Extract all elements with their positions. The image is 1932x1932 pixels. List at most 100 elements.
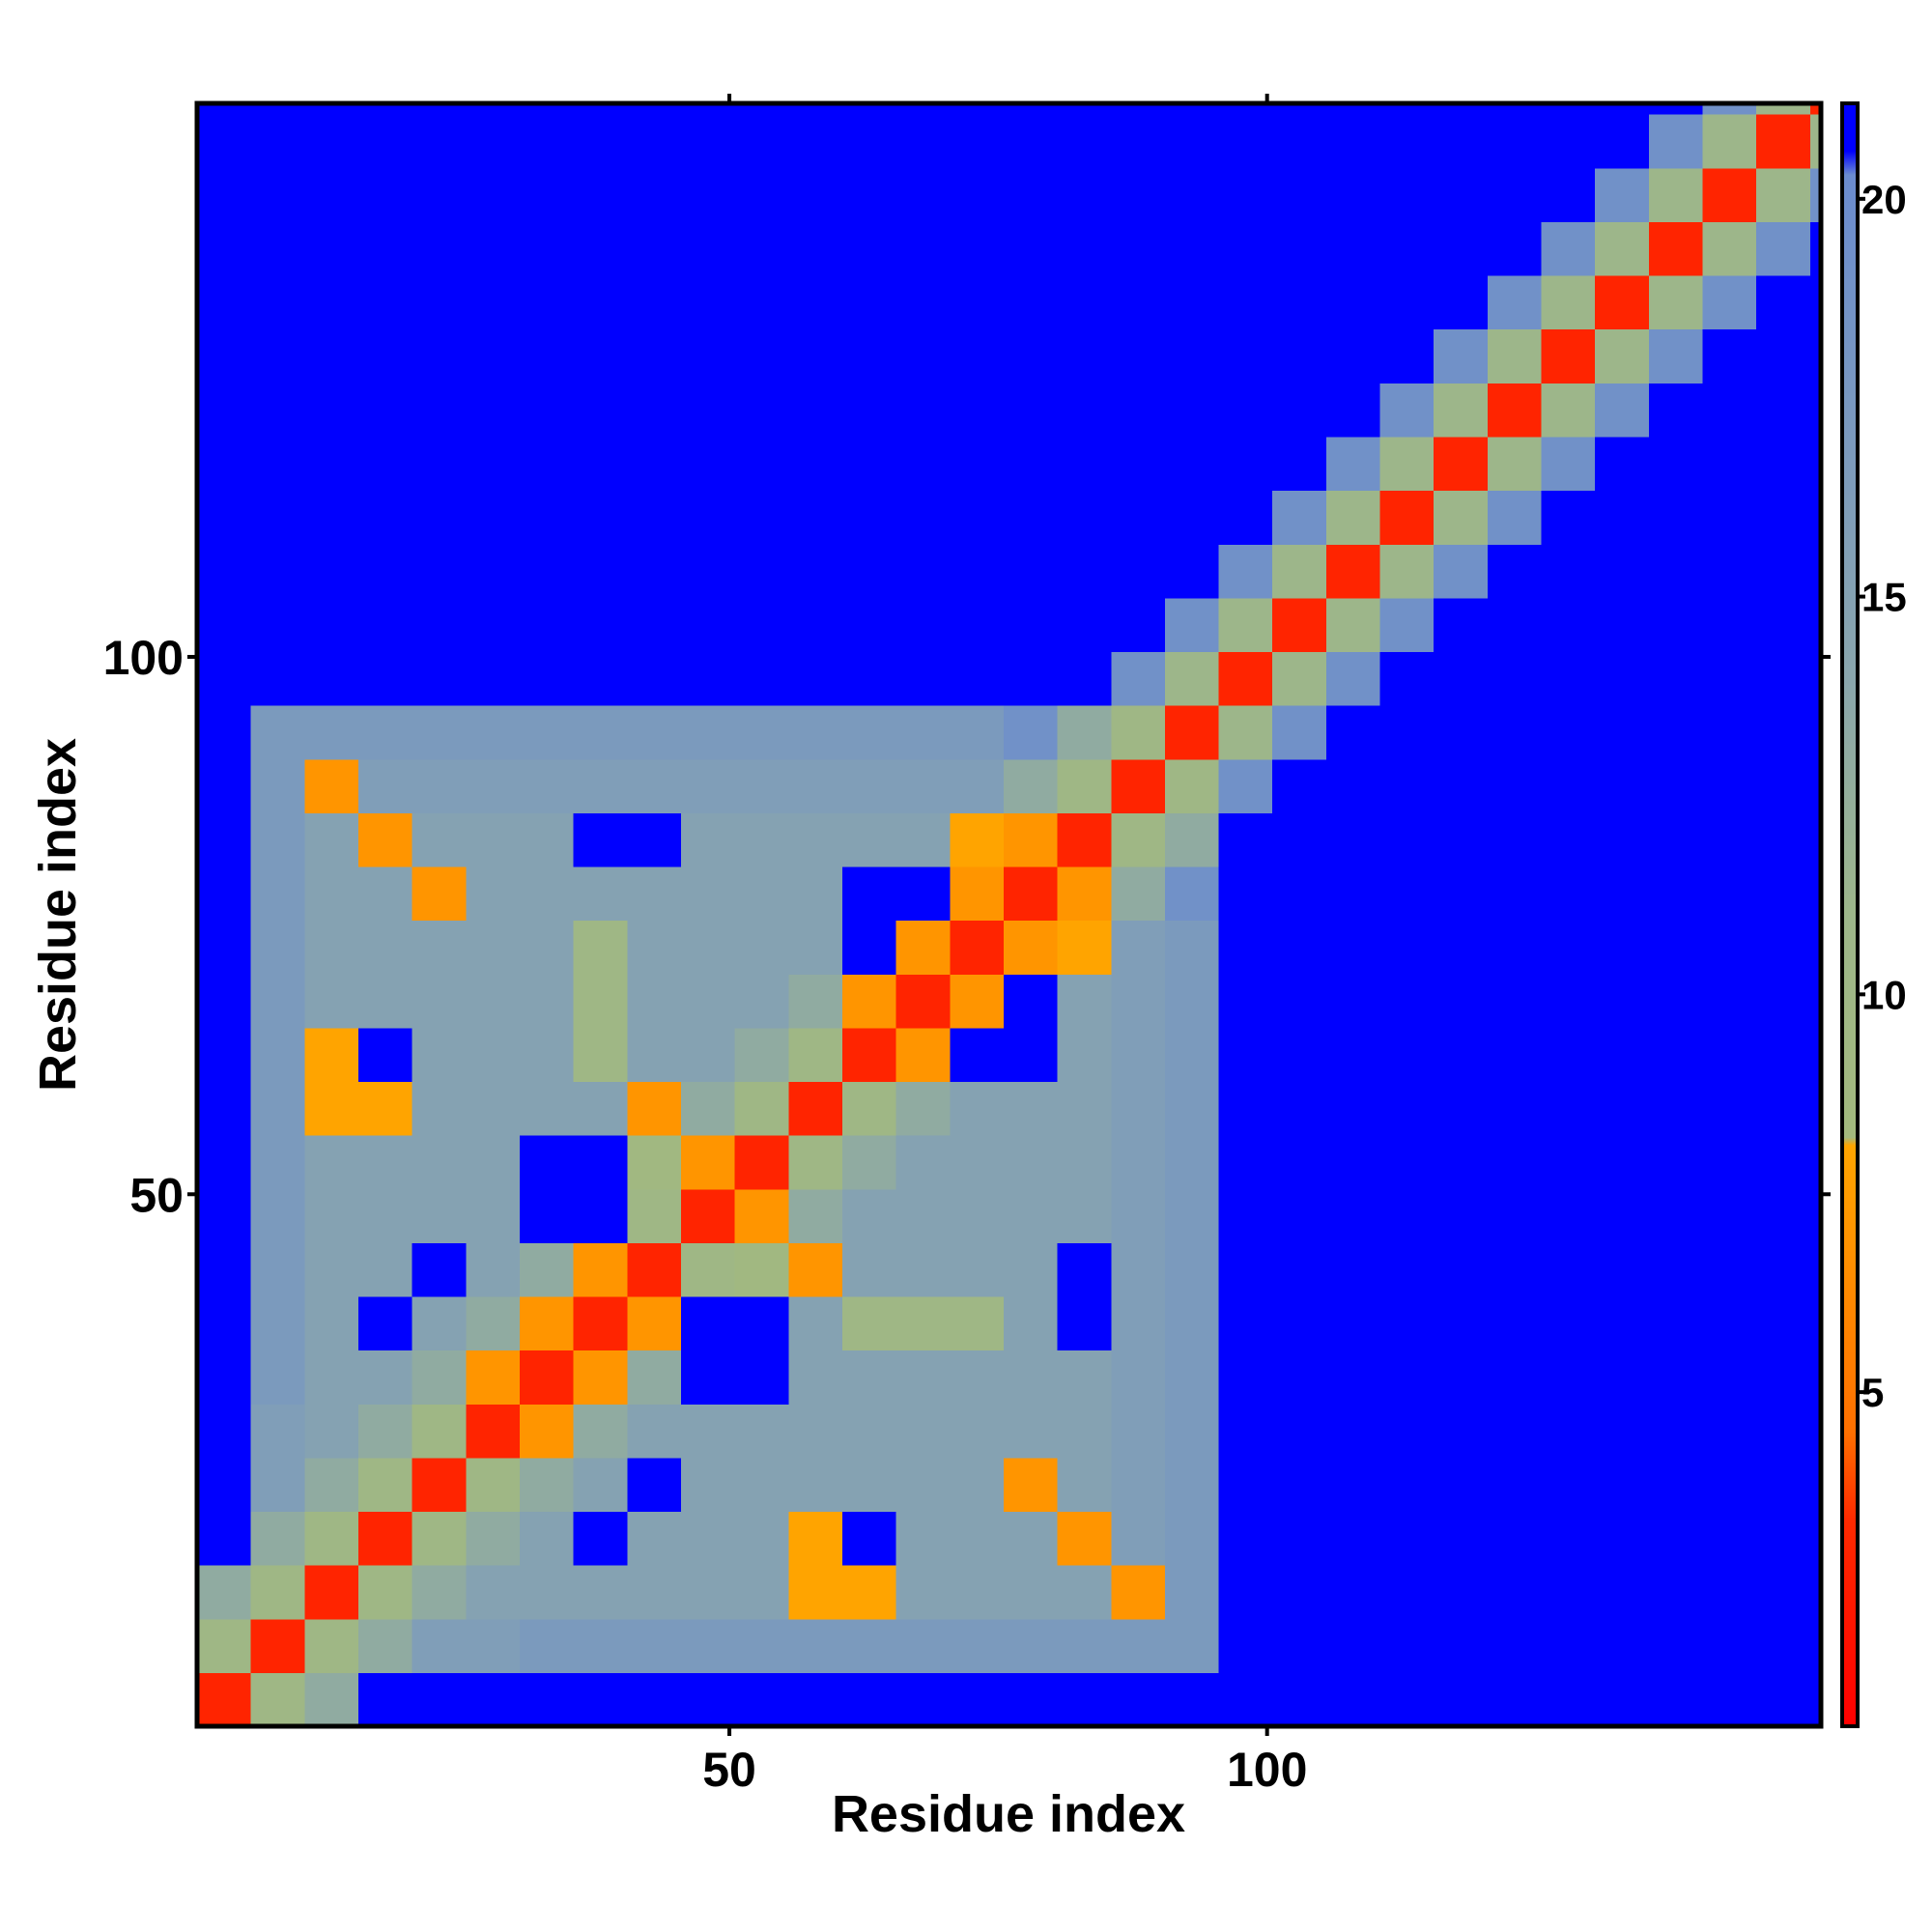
heatmap-cell: [412, 167, 467, 222]
heatmap-cell: [357, 544, 413, 599]
heatmap-cell: [197, 221, 252, 276]
heatmap-cell: [1057, 103, 1112, 115]
colorbar: [1840, 101, 1860, 1728]
heatmap-cell: [680, 167, 736, 222]
heatmap-cell: [250, 1135, 305, 1190]
x-axis-label: Residue index: [832, 1785, 1185, 1843]
heatmap-cell: [788, 1027, 843, 1083]
heatmap-cell: [573, 1672, 628, 1727]
heatmap-cell: [788, 1618, 843, 1673]
heatmap-cell: [627, 544, 682, 599]
heatmap-cell: [1809, 866, 1822, 922]
heatmap-cell: [1325, 1672, 1381, 1727]
heatmap-cell: [1595, 866, 1650, 922]
heatmap-cell: [1487, 920, 1543, 975]
heatmap-cell: [412, 974, 467, 1029]
heatmap-cell: [197, 544, 252, 599]
heatmap-cell: [1057, 651, 1112, 706]
heatmap-cell: [1487, 705, 1543, 760]
heatmap-cell: [250, 866, 305, 922]
heatmap-cell: [1379, 490, 1435, 545]
heatmap-cell: [1057, 1188, 1112, 1243]
heatmap-cell: [950, 1565, 1005, 1620]
heatmap-cell: [1487, 1404, 1543, 1459]
heatmap-cell: [841, 114, 897, 169]
heatmap-cell: [412, 1672, 467, 1727]
heatmap-cell: [466, 1135, 521, 1190]
heatmap-cell: [197, 812, 252, 867]
heatmap-cell: [1111, 1618, 1166, 1673]
heatmap-cell: [788, 1350, 843, 1405]
heatmap-cell: [1702, 651, 1757, 706]
heatmap-cell: [519, 1027, 575, 1083]
heatmap-cell: [573, 705, 628, 760]
heatmap-cell: [1809, 328, 1822, 384]
heatmap-cell: [895, 597, 951, 653]
heatmap-cell: [466, 490, 521, 545]
heatmap-cell: [1003, 974, 1059, 1029]
heatmap-cell: [950, 383, 1005, 438]
heatmap-cell: [197, 705, 252, 760]
heatmap-cell: [1648, 436, 1704, 492]
heatmap-cell: [357, 812, 413, 867]
heatmap-cell: [1218, 1404, 1273, 1459]
heatmap-cell: [197, 490, 252, 545]
heatmap-cell: [1541, 1027, 1596, 1083]
heatmap-cell: [573, 1081, 628, 1136]
heatmap-cell: [734, 1188, 789, 1243]
heatmap-cell: [1218, 490, 1273, 545]
heatmap-cell: [1164, 103, 1220, 115]
heatmap-cell: [573, 758, 628, 813]
heatmap-cell: [841, 974, 897, 1029]
heatmap-cell: [1648, 1295, 1704, 1351]
heatmap-cell: [412, 114, 467, 169]
heatmap-cell: [1809, 1511, 1822, 1566]
heatmap-cell: [1057, 1135, 1112, 1190]
heatmap-cell: [841, 812, 897, 867]
heatmap-cell: [1756, 705, 1811, 760]
heatmap-cell: [1272, 866, 1327, 922]
heatmap-cell: [519, 328, 575, 384]
heatmap-cell: [680, 103, 736, 115]
heatmap-cell: [1595, 1295, 1650, 1351]
heatmap-cell: [1003, 1295, 1059, 1351]
heatmap-cell: [466, 544, 521, 599]
heatmap-cell: [950, 866, 1005, 922]
heatmap-cell: [627, 812, 682, 867]
heatmap-cell: [950, 812, 1005, 867]
heatmap-cell: [680, 1081, 736, 1136]
heatmap-cell: [573, 490, 628, 545]
heatmap-cell: [841, 103, 897, 115]
heatmap-cell: [1057, 114, 1112, 169]
heatmap-cell: [357, 328, 413, 384]
heatmap-cell: [950, 1295, 1005, 1351]
heatmap-cell: [357, 490, 413, 545]
heatmap-cell: [1003, 114, 1059, 169]
heatmap-cell: [950, 1242, 1005, 1297]
heatmap-cell: [627, 705, 682, 760]
heatmap-cell: [895, 1242, 951, 1297]
heatmap-cell: [573, 103, 628, 115]
heatmap-cell: [1809, 812, 1822, 867]
heatmap-cell: [1111, 436, 1166, 492]
heatmap-cell: [895, 1511, 951, 1566]
heatmap-cell: [1325, 221, 1381, 276]
heatmap-cell: [788, 275, 843, 330]
heatmap-cell: [466, 974, 521, 1029]
heatmap-cell: [1756, 383, 1811, 438]
heatmap-cell: [788, 103, 843, 115]
heatmap-cell: [895, 920, 951, 975]
heatmap-cell: [895, 114, 951, 169]
heatmap-cell: [1325, 1618, 1381, 1673]
heatmap-cell: [412, 651, 467, 706]
heatmap-cell: [304, 1511, 359, 1566]
heatmap-cell: [1595, 1404, 1650, 1459]
heatmap-cell: [573, 275, 628, 330]
heatmap-cell: [1218, 1618, 1273, 1673]
heatmap-cell: [412, 758, 467, 813]
heatmap-cell: [1541, 1188, 1596, 1243]
heatmap-cell: [1434, 1565, 1489, 1620]
heatmap-cell: [304, 1618, 359, 1673]
y-tick-label: 50: [129, 1168, 184, 1222]
